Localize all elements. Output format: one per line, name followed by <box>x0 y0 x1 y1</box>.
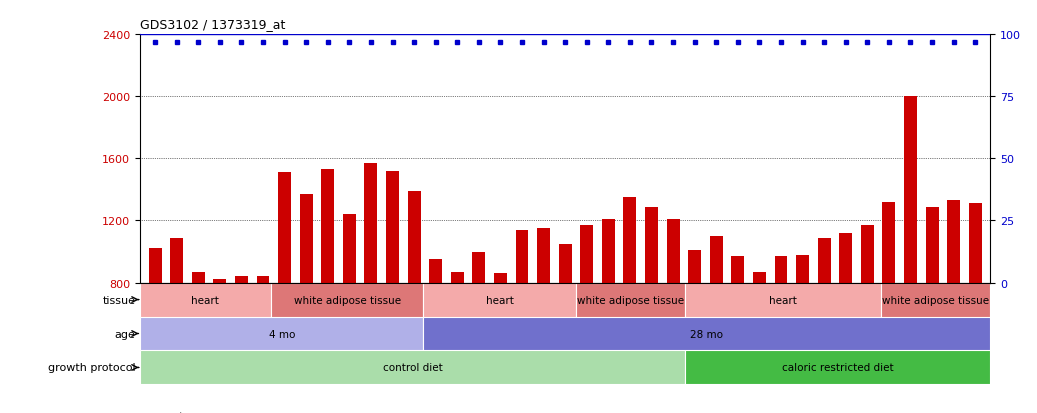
Text: count: count <box>152 411 184 413</box>
Bar <box>256 277 270 283</box>
Bar <box>170 238 184 283</box>
Text: white adipose tissue: white adipose tissue <box>577 295 684 305</box>
Text: white adipose tissue: white adipose tissue <box>882 295 989 305</box>
Bar <box>214 280 226 283</box>
Bar <box>494 273 507 283</box>
Bar <box>861 225 874 283</box>
Bar <box>192 272 204 283</box>
Bar <box>473 252 485 283</box>
Bar <box>839 233 852 283</box>
Bar <box>148 249 162 283</box>
Bar <box>926 207 938 283</box>
Text: white adipose tissue: white adipose tissue <box>293 295 400 305</box>
Bar <box>904 97 917 283</box>
Bar <box>300 195 312 283</box>
Bar <box>423 317 990 351</box>
Bar <box>581 225 593 283</box>
Bar <box>689 250 701 283</box>
Bar <box>278 173 291 283</box>
Bar <box>685 351 990 385</box>
Bar <box>709 236 723 283</box>
Text: heart: heart <box>485 295 513 305</box>
Bar <box>775 256 787 283</box>
Bar <box>969 204 982 283</box>
Text: GDS3102 / 1373319_at: GDS3102 / 1373319_at <box>140 18 285 31</box>
Bar <box>731 256 745 283</box>
Text: 4 mo: 4 mo <box>269 329 295 339</box>
Text: age: age <box>115 329 136 339</box>
Bar <box>515 230 529 283</box>
Bar <box>537 229 550 283</box>
Bar <box>429 260 442 283</box>
Bar <box>235 277 248 283</box>
Bar <box>140 317 423 351</box>
Bar <box>623 198 637 283</box>
Bar <box>321 170 334 283</box>
Bar <box>601 219 615 283</box>
Bar <box>364 164 377 283</box>
Bar <box>577 283 685 317</box>
Bar <box>423 283 577 317</box>
Bar <box>818 238 831 283</box>
Text: growth protocol: growth protocol <box>48 363 136 373</box>
Bar <box>645 207 657 283</box>
Text: ■: ■ <box>140 411 155 413</box>
Bar <box>386 171 399 283</box>
Text: caloric restricted diet: caloric restricted diet <box>782 363 894 373</box>
Text: control diet: control diet <box>383 363 443 373</box>
Bar <box>140 351 685 385</box>
Bar <box>271 283 423 317</box>
Text: heart: heart <box>769 295 797 305</box>
Bar <box>408 192 421 283</box>
Bar <box>343 215 356 283</box>
Bar <box>947 201 960 283</box>
Text: 28 mo: 28 mo <box>691 329 724 339</box>
Text: tissue: tissue <box>103 295 136 305</box>
Bar <box>882 202 895 283</box>
Bar <box>753 272 766 283</box>
Bar <box>140 283 271 317</box>
Bar <box>685 283 881 317</box>
Bar <box>559 244 571 283</box>
Bar <box>881 283 990 317</box>
Bar <box>796 255 809 283</box>
Bar <box>451 272 464 283</box>
Bar <box>667 219 679 283</box>
Text: heart: heart <box>192 295 220 305</box>
